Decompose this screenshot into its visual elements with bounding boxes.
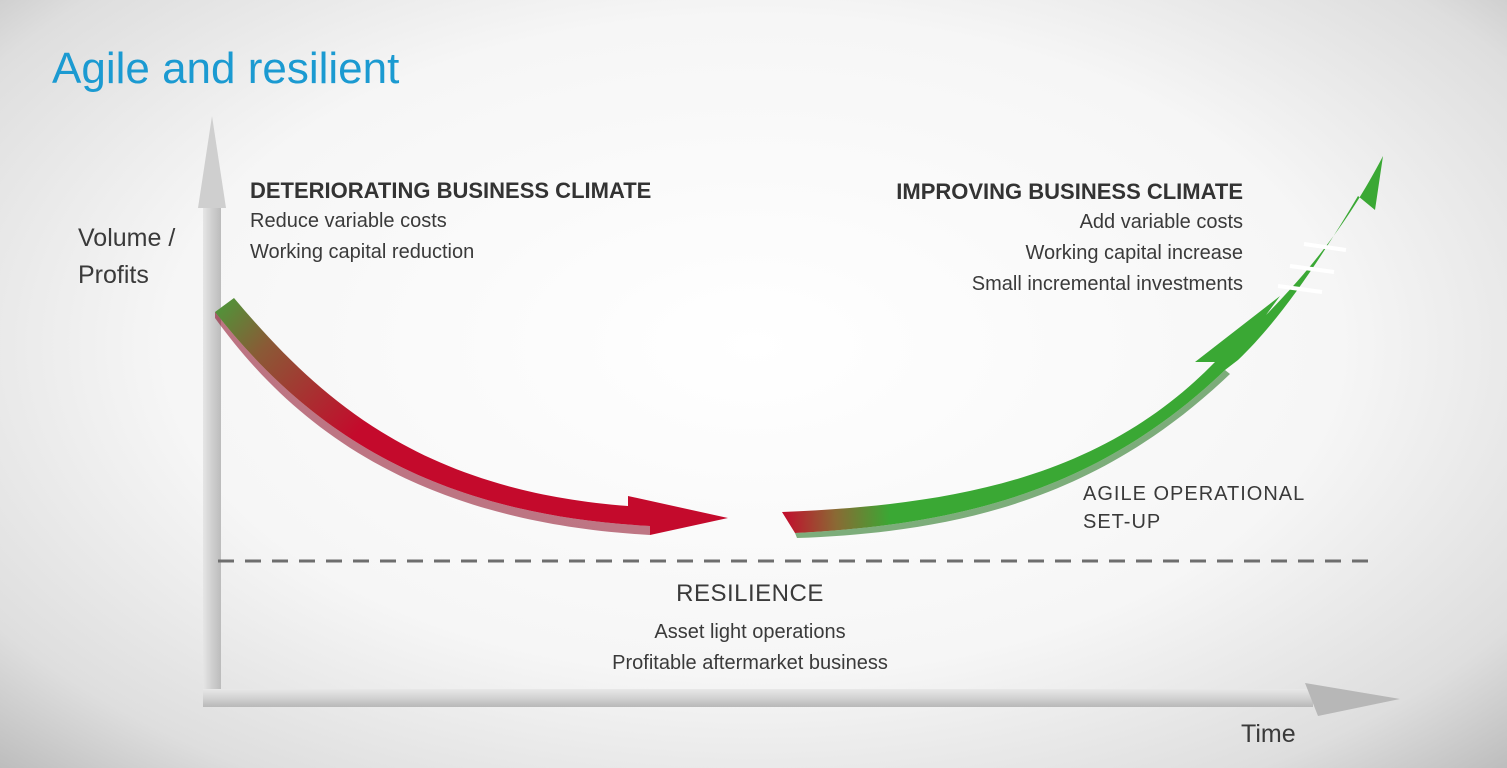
improving-block: IMPROVING BUSINESS CLIMATE Add variable … bbox=[896, 176, 1243, 300]
deteriorating-heading: DETERIORATING BUSINESS CLIMATE bbox=[250, 178, 652, 203]
resilience-item: Asset light operations bbox=[654, 621, 846, 643]
y-axis-label-line1: Volume / bbox=[78, 224, 176, 252]
x-axis-label: Time bbox=[1241, 720, 1296, 748]
y-axis-arrow bbox=[198, 116, 226, 700]
deteriorating-item: Reduce variable costs bbox=[250, 210, 447, 232]
agile-line2: SET-UP bbox=[1083, 511, 1162, 533]
improving-item: Add variable costs bbox=[1079, 211, 1243, 233]
y-axis-label-line2: Profits bbox=[78, 261, 149, 289]
growth-arrow bbox=[782, 156, 1383, 538]
deteriorating-block: DETERIORATING BUSINESS CLIMATE Reduce va… bbox=[250, 175, 651, 268]
agile-setup-label: AGILE OPERATIONAL SET-UP bbox=[1083, 480, 1305, 536]
deteriorating-item: Working capital reduction bbox=[250, 241, 475, 263]
resilience-item: Profitable aftermarket business bbox=[612, 652, 888, 674]
resilience-block: RESILIENCE Asset light operations Profit… bbox=[550, 578, 950, 679]
improving-heading: IMPROVING BUSINESS CLIMATE bbox=[896, 179, 1243, 204]
agile-line1: AGILE OPERATIONAL bbox=[1083, 483, 1306, 505]
improving-item: Working capital increase bbox=[1025, 242, 1243, 264]
y-axis-label: Volume / Profits bbox=[78, 220, 175, 294]
decline-arrow bbox=[215, 298, 728, 535]
resilience-heading: RESILIENCE bbox=[676, 580, 824, 607]
x-axis-arrow bbox=[203, 683, 1400, 716]
improving-item: Small incremental investments bbox=[971, 273, 1243, 295]
page-title: Agile and resilient bbox=[52, 44, 400, 93]
